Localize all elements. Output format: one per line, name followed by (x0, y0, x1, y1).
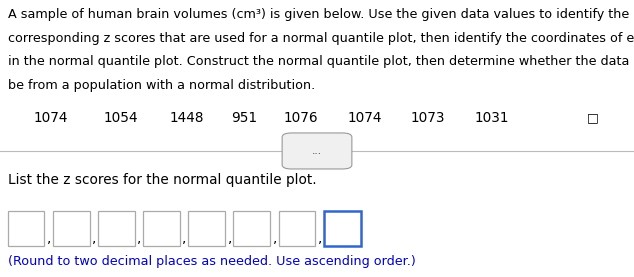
Text: corresponding z scores that are used for a normal quantile plot, then identify t: corresponding z scores that are used for… (8, 32, 634, 45)
FancyBboxPatch shape (279, 211, 316, 246)
Text: List the z scores for the normal quantile plot.: List the z scores for the normal quantil… (8, 173, 316, 187)
Text: 1076: 1076 (284, 111, 318, 125)
FancyBboxPatch shape (188, 211, 225, 246)
FancyBboxPatch shape (143, 211, 180, 246)
Text: 1448: 1448 (170, 111, 204, 125)
Text: ,: , (47, 231, 51, 245)
FancyBboxPatch shape (282, 133, 352, 169)
Text: ,: , (183, 231, 187, 245)
Text: be from a population with a normal distribution.: be from a population with a normal distr… (8, 79, 315, 92)
Text: ,: , (137, 231, 141, 245)
FancyBboxPatch shape (53, 211, 89, 246)
Text: ,: , (228, 231, 232, 245)
Text: in the normal quantile plot. Construct the normal quantile plot, then determine : in the normal quantile plot. Construct t… (8, 55, 634, 68)
FancyBboxPatch shape (233, 211, 270, 246)
Text: ...: ... (312, 146, 322, 156)
Text: ,: , (273, 231, 277, 245)
Text: 1074: 1074 (34, 111, 68, 125)
Text: 951: 951 (231, 111, 257, 125)
FancyBboxPatch shape (98, 211, 134, 246)
Text: ,: , (92, 231, 96, 245)
Text: 1074: 1074 (347, 111, 382, 125)
Text: 1031: 1031 (474, 111, 508, 125)
Text: ,: , (318, 231, 322, 245)
Text: (Round to two decimal places as needed. Use ascending order.): (Round to two decimal places as needed. … (8, 255, 415, 268)
FancyBboxPatch shape (324, 211, 361, 246)
Text: 1073: 1073 (411, 111, 445, 125)
FancyBboxPatch shape (8, 211, 44, 246)
Text: A sample of human brain volumes (cm³) is given below. Use the given data values : A sample of human brain volumes (cm³) is… (8, 8, 629, 21)
Text: 1054: 1054 (103, 111, 138, 125)
Text: □: □ (587, 111, 598, 124)
